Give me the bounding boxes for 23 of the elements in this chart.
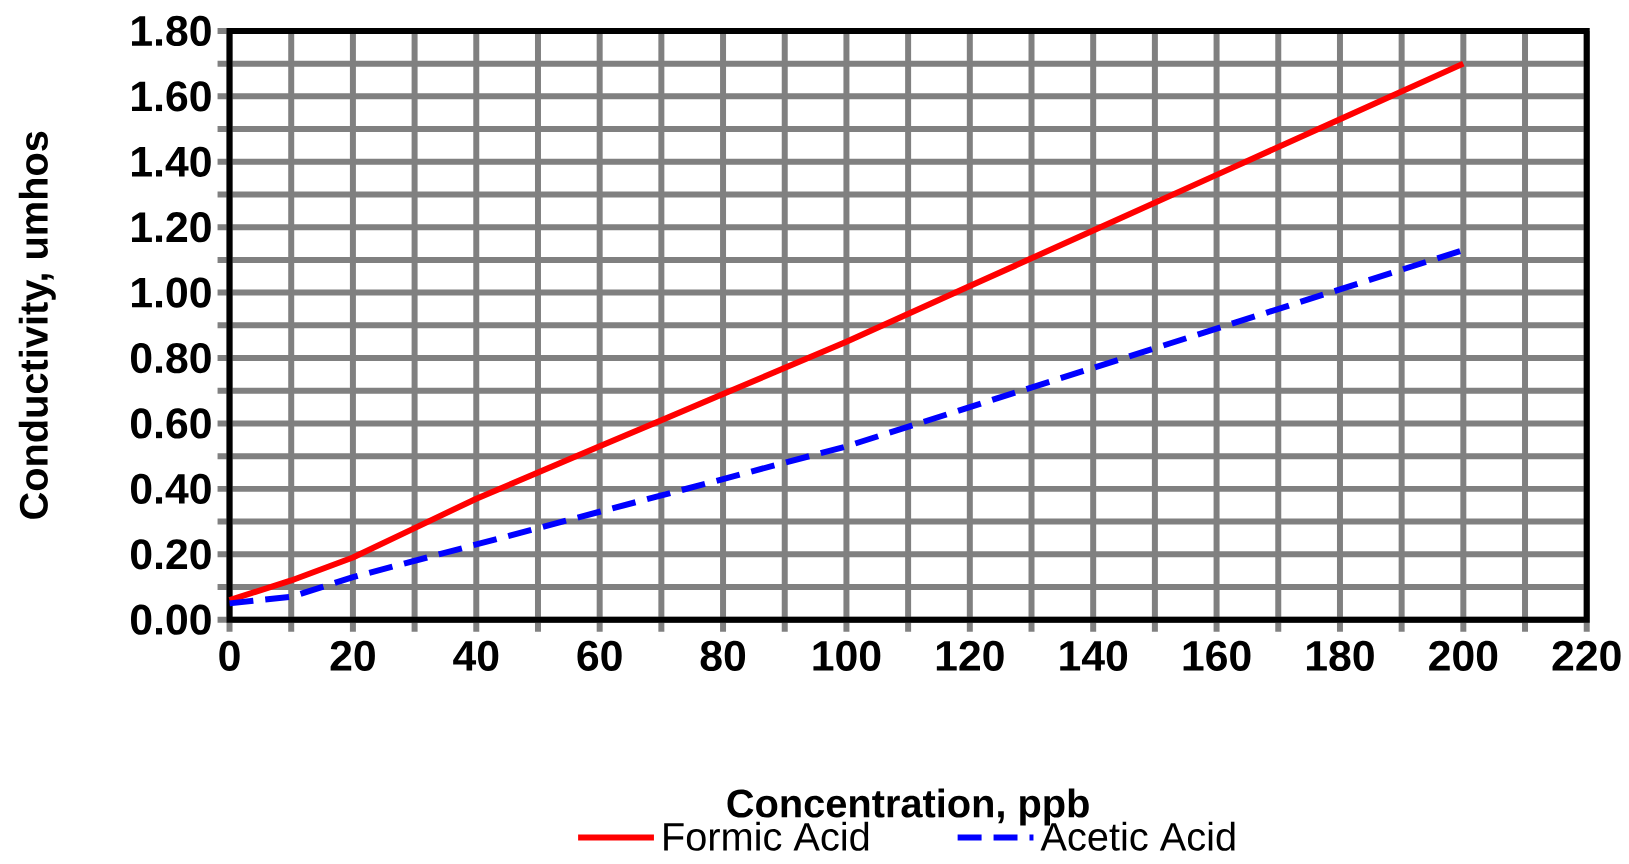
y-tick-label: 1.80	[132, 15, 211, 46]
y-tick-label: 1.40	[132, 146, 211, 177]
y-tick-label: 0.60	[131, 408, 211, 439]
x-tick-label: 200	[1429, 640, 1498, 671]
y-tick-label: 1.20	[132, 211, 211, 243]
x-tick-label: 60	[577, 640, 622, 671]
x-tick-label: 0	[219, 640, 240, 671]
y-tick-label: 0.40	[131, 473, 211, 504]
y-tick-label: 0.80	[131, 342, 211, 374]
x-tick-label: 40	[453, 640, 499, 671]
x-tick-label: 160	[1183, 640, 1251, 671]
y-tick-label: 1.60	[132, 81, 211, 112]
x-tick-label: 220	[1552, 640, 1621, 671]
y-axis-title: Conductivity, umhos	[18, 131, 56, 519]
y-tick-label: 0.00	[131, 604, 211, 635]
x-tick-label: 120	[936, 640, 1004, 671]
x-tick-label: 180	[1306, 640, 1374, 671]
x-tick-label: 100	[813, 640, 881, 671]
x-tick-label: 140	[1060, 640, 1128, 671]
x-tick-label: 80	[700, 640, 746, 671]
x-tick-label: 20	[330, 640, 375, 671]
y-tick-label: 1.00	[132, 277, 211, 308]
y-tick-label: 0.20	[131, 539, 211, 570]
